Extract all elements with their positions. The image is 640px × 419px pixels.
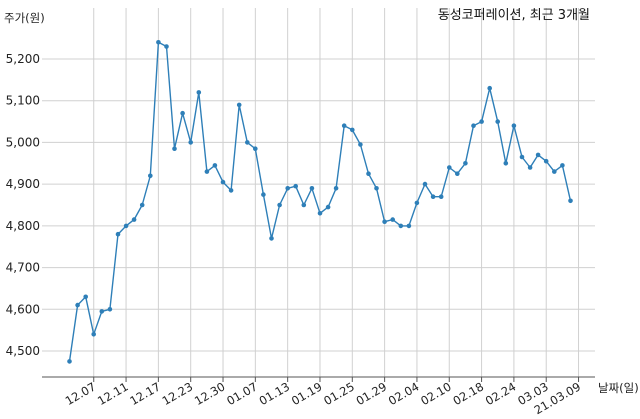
y-tick-label: 4,800	[6, 219, 40, 233]
data-point	[487, 85, 493, 91]
data-point	[261, 192, 266, 197]
data-point	[269, 236, 274, 241]
data-point	[107, 307, 113, 312]
data-point	[236, 102, 242, 108]
data-point	[301, 202, 307, 208]
data-point	[463, 161, 468, 166]
x-tick-label: 12.23	[160, 379, 196, 408]
data-point	[139, 202, 145, 208]
y-gridlines	[42, 58, 595, 352]
x-tick-marks	[93, 377, 580, 382]
data-point	[99, 309, 105, 314]
x-tick-label: 02.04	[386, 379, 422, 408]
x-tick-label: 12.30	[192, 379, 228, 408]
data-point	[552, 169, 557, 174]
data-point	[543, 158, 549, 164]
x-tick-label: 01.13	[257, 379, 293, 408]
data-point	[447, 165, 452, 170]
data-point	[568, 198, 573, 204]
data-point	[479, 119, 484, 124]
data-point	[188, 140, 193, 145]
data-point	[204, 169, 210, 174]
data-point	[366, 171, 371, 176]
data-point	[358, 142, 363, 147]
data-point	[560, 163, 565, 168]
data-point	[91, 332, 96, 337]
price-series-points	[67, 40, 573, 364]
x-tick-label: 12.11	[95, 379, 131, 408]
y-tick-label: 4,700	[6, 261, 40, 275]
x-tick-label: 02.10	[418, 379, 454, 408]
chart-title: 동성코퍼레이션, 최근 3개월	[438, 8, 590, 23]
data-point	[390, 217, 396, 222]
data-point	[75, 302, 80, 308]
data-point	[115, 231, 121, 237]
data-point	[172, 146, 177, 151]
data-point	[285, 186, 291, 191]
data-point	[325, 204, 331, 210]
x-tick-label: 01.19	[289, 379, 325, 408]
data-point	[535, 152, 541, 158]
data-point	[164, 44, 169, 49]
data-point	[503, 161, 509, 166]
data-point	[196, 90, 202, 95]
data-point	[422, 181, 428, 187]
y-tick-label: 5,000	[6, 135, 40, 149]
data-point	[414, 200, 420, 206]
x-tick-labels: 12.0712.1112.1712.2312.3001.0701.1301.19…	[63, 379, 583, 417]
x-tick-label: 01.25	[321, 379, 357, 408]
data-point	[148, 173, 153, 179]
y-axis-label: 주가(원)	[4, 11, 45, 25]
data-point	[220, 179, 226, 185]
x-gridlines	[93, 8, 580, 377]
data-point	[350, 127, 355, 133]
x-tick-label: 02.18	[451, 379, 487, 408]
data-point	[228, 188, 234, 193]
y-tick-label: 5,200	[6, 52, 40, 66]
x-tick-label: 12.17	[127, 379, 163, 408]
y-tick-label: 4,600	[6, 302, 40, 316]
x-tick-label: 01.07	[224, 379, 260, 408]
data-point	[67, 359, 72, 364]
data-point	[430, 194, 436, 199]
data-point	[309, 186, 315, 191]
data-point	[180, 110, 185, 116]
x-tick-label: 01.29	[354, 379, 390, 408]
data-point	[406, 223, 412, 229]
data-point	[131, 217, 137, 222]
x-tick-label: 02.24	[483, 379, 519, 408]
data-point	[527, 165, 533, 170]
data-point	[333, 186, 339, 191]
data-point	[519, 154, 525, 160]
y-tick-label: 4,900	[6, 177, 40, 191]
data-point	[455, 171, 460, 176]
y-tick-labels: 4,500 4,600 4,700 4,800 4,900 5,000 5,100 5,200	[6, 52, 40, 358]
data-point	[495, 119, 501, 124]
data-point	[374, 186, 379, 191]
x-tick-label: 12.07	[63, 379, 99, 408]
data-point	[398, 223, 404, 229]
data-point	[123, 223, 129, 229]
data-point	[382, 219, 387, 224]
y-tick-label: 5,100	[6, 94, 40, 108]
data-point	[438, 194, 444, 199]
y-tick-label: 4,500	[6, 344, 40, 358]
data-point	[317, 211, 323, 216]
data-point	[253, 146, 258, 151]
data-point	[341, 123, 347, 128]
x-axis-label: 날짜(일)	[598, 381, 639, 395]
data-point	[212, 163, 218, 168]
data-point	[245, 140, 250, 145]
data-point	[156, 40, 161, 45]
data-point	[277, 202, 282, 208]
data-point	[293, 183, 299, 189]
data-point	[471, 123, 476, 128]
data-point	[83, 294, 88, 300]
data-point	[511, 123, 517, 128]
